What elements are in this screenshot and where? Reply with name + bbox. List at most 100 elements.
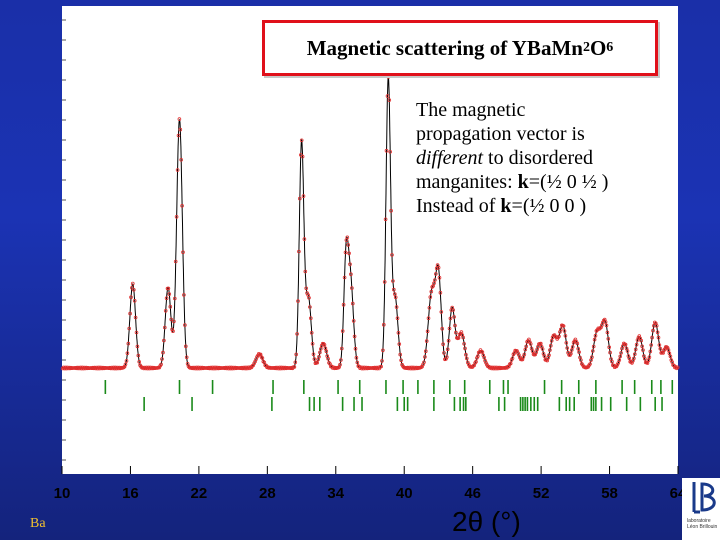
observed-point: [392, 292, 397, 296]
note-line-5: Instead of: [416, 195, 501, 217]
observed-point: [447, 326, 452, 331]
observed-point: [433, 272, 438, 276]
observed-point: [548, 343, 553, 348]
observed-point: [350, 301, 355, 306]
observed-point: [618, 354, 622, 359]
logo-text-1: laboratoire: [687, 518, 711, 524]
title-subscript-2: 2: [582, 40, 590, 55]
note-k-vector: k: [517, 171, 529, 193]
observed-point: [390, 253, 394, 257]
observed-point: [561, 324, 566, 328]
observed-point: [174, 215, 179, 219]
observed-point: [605, 330, 610, 335]
observed-point: [318, 347, 323, 351]
observed-point: [442, 351, 446, 355]
observed-point: [388, 150, 393, 154]
observed-point: [649, 343, 653, 347]
x-tick-label: 28: [259, 485, 276, 502]
observed-point: [382, 280, 387, 284]
observed-point: [385, 94, 390, 98]
annotation-text: The magnetic propagation vector is diffe…: [416, 98, 678, 218]
observed-point: [651, 328, 655, 333]
observed-point: [343, 250, 348, 255]
observed-point: [126, 341, 131, 346]
observed-point: [311, 352, 316, 357]
observed-point: [565, 346, 569, 350]
observed-point: [668, 354, 673, 359]
observed-point: [579, 358, 583, 362]
observed-point: [171, 329, 175, 334]
observed-point: [184, 344, 188, 349]
observed-point: [461, 335, 466, 340]
observed-point: [181, 250, 185, 255]
observed-point: [135, 344, 140, 349]
observed-point: [426, 316, 431, 321]
observed-point: [428, 295, 433, 299]
observed-point: [130, 285, 134, 290]
observed-point: [393, 295, 398, 300]
chart-title: Magnetic scattering of YBaMn 2 O 6: [262, 20, 658, 76]
observed-point: [656, 335, 661, 340]
observed-point: [429, 289, 434, 294]
observed-point: [177, 117, 182, 121]
observed-point: [170, 327, 174, 332]
observed-point: [132, 287, 136, 292]
note-line-2: propagation vector is: [416, 123, 585, 145]
observed-point: [641, 348, 645, 352]
observed-point: [166, 286, 171, 291]
logo-icon: [692, 482, 716, 514]
observed-point: [425, 329, 430, 334]
observed-point: [129, 295, 133, 300]
observed-point: [384, 148, 389, 153]
observed-point: [293, 360, 298, 365]
observed-point: [527, 340, 532, 344]
plot-grid: [62, 19, 66, 461]
observed-point: [632, 352, 637, 357]
observed-point: [440, 326, 445, 331]
observed-point: [341, 302, 346, 307]
observed-point: [530, 349, 535, 353]
observed-point: [464, 356, 469, 361]
observed-points: [60, 75, 680, 371]
observed-point: [339, 358, 343, 362]
note-k-value-alt: =(½ 0 0 ): [511, 195, 587, 217]
observed-point: [354, 355, 359, 360]
observed-point: [462, 341, 466, 346]
observed-point: [310, 341, 315, 346]
observed-point: [307, 295, 311, 300]
observed-point: [308, 316, 313, 321]
observed-point: [381, 322, 386, 327]
observed-point: [297, 196, 302, 201]
observed-point: [482, 355, 487, 360]
observed-point: [179, 158, 184, 162]
observed-point: [451, 308, 456, 312]
observed-point: [432, 281, 436, 286]
footer-text: Ba: [30, 516, 46, 531]
observed-point: [124, 359, 129, 363]
logo-text-2: Léon Brillouin: [687, 524, 718, 530]
observed-point: [591, 344, 596, 349]
observed-point: [474, 359, 478, 364]
observed-point: [606, 336, 611, 341]
observed-point: [391, 279, 395, 283]
observed-point: [510, 356, 515, 361]
observed-point: [315, 360, 320, 365]
llb-logo: laboratoire Léon Brillouin: [682, 478, 720, 540]
observed-point: [444, 355, 449, 359]
observed-point: [438, 290, 443, 295]
observed-point: [632, 356, 636, 361]
observed-point: [464, 352, 468, 357]
x-tick-label: 40: [396, 485, 413, 502]
observed-point: [456, 336, 461, 340]
observed-point: [395, 316, 400, 321]
observed-point: [627, 356, 632, 361]
observed-point: [648, 349, 653, 354]
observed-point: [475, 354, 480, 359]
observed-point: [675, 365, 680, 370]
observed-point: [301, 194, 306, 198]
observed-point: [391, 287, 396, 292]
observed-point: [657, 343, 662, 347]
observed-point: [183, 323, 187, 327]
observed-point: [562, 329, 567, 333]
x-tick-label: 10: [54, 485, 71, 502]
